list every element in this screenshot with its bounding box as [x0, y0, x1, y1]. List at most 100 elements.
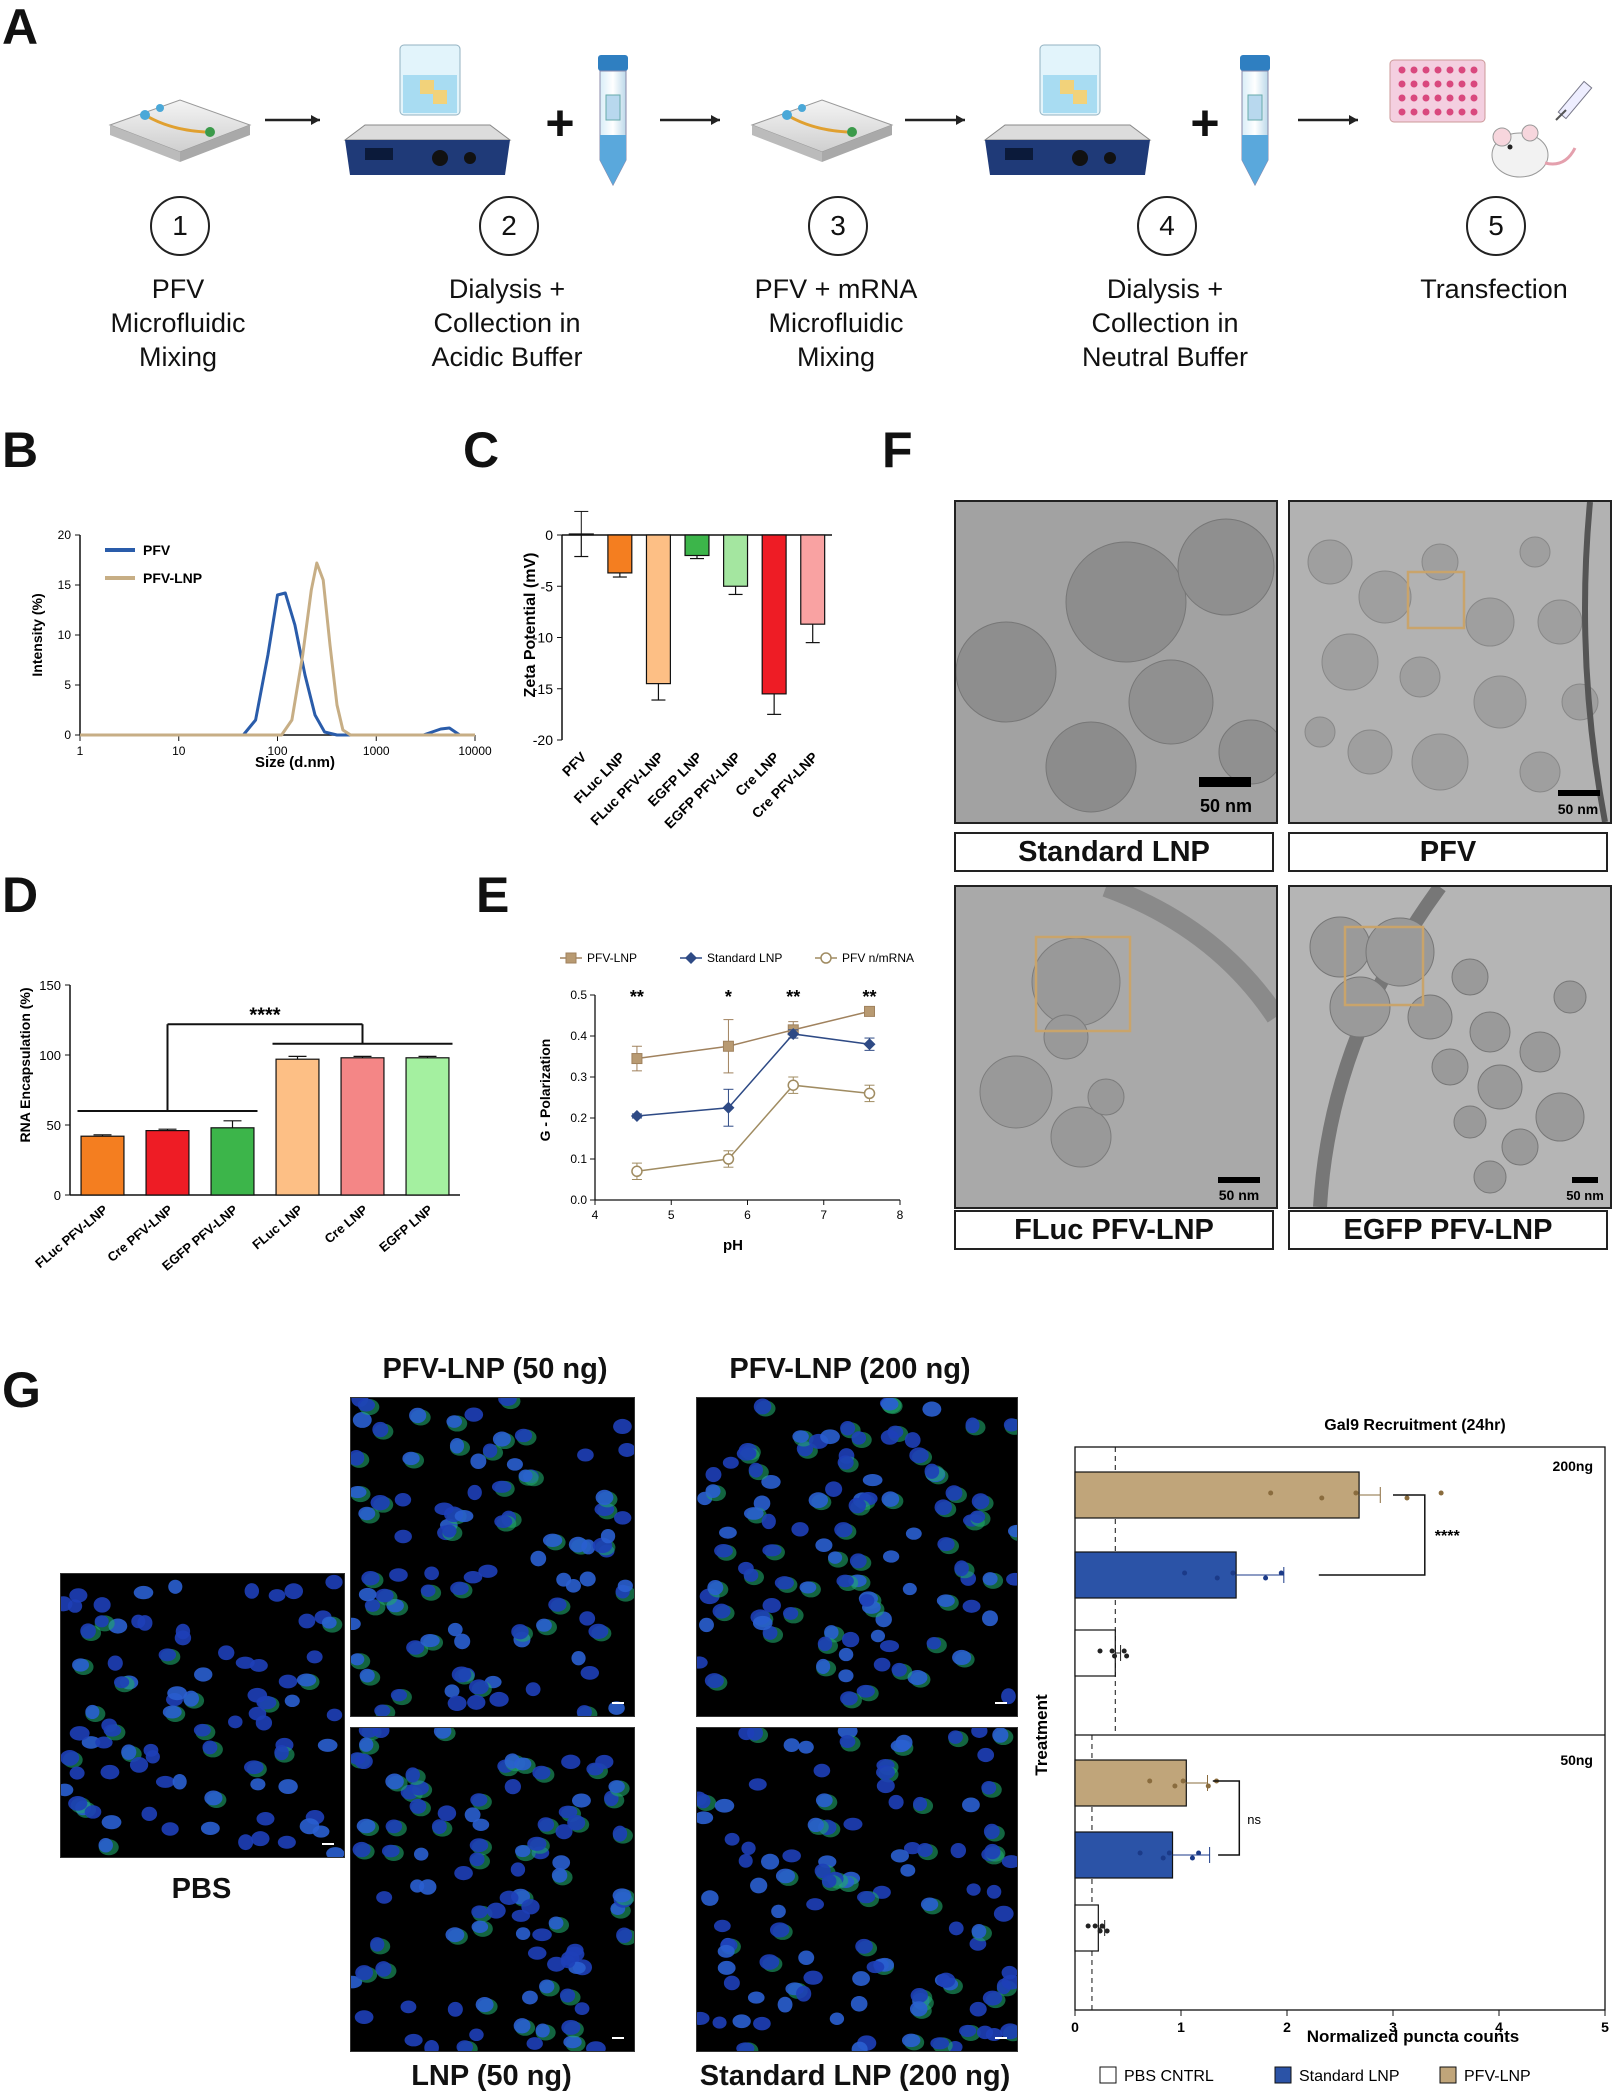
panel-label-b: B [2, 422, 39, 478]
scale-bar-label: 50 nm [1200, 796, 1252, 816]
tem-label-fluc-pfv-lnp: FLuc PFV-LNP [954, 1210, 1274, 1250]
g-group-label: 200ng [1553, 1458, 1593, 1474]
g-x-tick-label: 3 [1389, 2019, 1397, 2035]
micrograph-title-pbs: PBS [171, 1873, 232, 1905]
well-plate-icon [1389, 59, 1486, 123]
g-legend-swatch [1439, 2066, 1457, 2084]
g-data-point [1205, 1783, 1211, 1789]
g-data-point [1353, 1490, 1359, 1496]
g-data-point [1214, 1575, 1220, 1581]
b-series-line-0 [80, 591, 475, 737]
e-legend-label: PFV n/mRNA [842, 951, 914, 965]
g-bar [1074, 1831, 1174, 1879]
g-legend-swatch [1274, 2066, 1292, 2084]
g-chart-title: Gal9 Recruitment (24hr) [1324, 1417, 1505, 1434]
e-point [631, 1165, 643, 1178]
panel-label-e: E [476, 867, 510, 923]
g-sig-label: ns [1247, 1812, 1261, 1827]
syringe-icon [1555, 80, 1593, 121]
g-x-tick-label: 0 [1071, 2019, 1079, 2035]
e-legend-marker [685, 952, 697, 964]
g-data-point [1104, 1928, 1110, 1934]
d-x-tick-label: Cre PFV-LNP [104, 1202, 175, 1265]
e-legend-marker [565, 952, 577, 964]
g-data-point [1109, 1648, 1115, 1654]
d-x-tick-label: EGFP LNP [376, 1202, 436, 1255]
g-legend-label: Standard LNP [1299, 2068, 1400, 2085]
d-x-tick-label: FLuc PFV-LNP [32, 1202, 111, 1271]
c-bar [645, 534, 671, 685]
step-number-2: 2 [479, 196, 539, 256]
step-label-4: Dialysis + Collection in Neutral Buffer [1081, 274, 1249, 372]
g-data-point [1172, 1783, 1178, 1789]
g-bar [1074, 1629, 1116, 1677]
microfluidic-chip-icon [750, 99, 894, 162]
g-data-point [1196, 1850, 1202, 1856]
e-x-tick-label: 7 [820, 1208, 827, 1222]
panel-label-a: A [2, 0, 39, 55]
scale-bar-label: 50 nm [1558, 801, 1598, 817]
g-polarization-chart: 0.0 0.1 0.2 0.3 0.4 0.5 4 5 6 7 8 PFV-LNP Standard L… [537, 951, 914, 1254]
g-frame [1074, 1446, 1606, 2011]
c-bar [761, 534, 787, 695]
d-y-tick-label: 150 [39, 978, 61, 993]
e-legend-label: PFV-LNP [587, 951, 637, 965]
g-x-tick-label: 4 [1495, 2019, 1503, 2035]
tem-label-pfv: PFV [1288, 832, 1608, 872]
g-group-label: 50ng [1560, 1752, 1593, 1768]
step-label-1: PFV Microfluidic Mixing [110, 274, 246, 372]
g-data-point [1112, 1653, 1118, 1659]
g-data-point [1121, 1648, 1127, 1654]
g-data-point [1160, 1855, 1166, 1861]
panel-label-c: C [463, 422, 500, 478]
g-data-point [1263, 1575, 1269, 1581]
e-point [864, 1005, 875, 1017]
g-legend-label: PBS CNTRL [1124, 2068, 1214, 2085]
g-sig-bracket [1212, 1780, 1241, 1856]
step-number-4: 4 [1137, 196, 1197, 256]
g-data-point [1097, 1648, 1103, 1654]
c-bar [684, 534, 710, 557]
e-x-tick-label: 4 [592, 1208, 599, 1222]
micrograph-title-lnp-50: LNP (50 ng) [411, 2060, 572, 2092]
micrograph-lnp-50 [350, 1727, 635, 2052]
plus-sign: + [1190, 95, 1219, 151]
e-point [787, 1079, 799, 1091]
size-distribution-chart: 0 5 10 15 20 1 10 100 1000 10000 Size (d.nm) Inte… [29, 528, 492, 771]
g-data-point [1404, 1495, 1410, 1501]
e-point [722, 1101, 735, 1114]
b-legend-pfv: PFV [143, 542, 171, 558]
g-legend-swatch [1099, 2066, 1117, 2084]
b-y-tick-label: 20 [58, 528, 72, 542]
tem-label-egfp-pfv-lnp: EGFP PFV-LNP [1288, 1210, 1608, 1250]
g-bar [1074, 1759, 1187, 1807]
e-sig-label: * [725, 987, 732, 1007]
e-series-line [636, 1084, 870, 1173]
c-y-tick-label: 0 [545, 527, 553, 543]
g-x-tick-label: 1 [1177, 2019, 1185, 2035]
g-x-tick-label: 2 [1283, 2019, 1291, 2035]
g-sig-label: **** [1435, 1528, 1461, 1545]
d-x-tick-label: FLuc LNP [249, 1202, 305, 1253]
g-data-point [1438, 1490, 1444, 1496]
d-y-tick-label: 100 [39, 1048, 61, 1063]
g-data-point [1182, 1570, 1188, 1576]
g-x-axis-label: Normalized puncta counts [1307, 2027, 1520, 2046]
b-y-tick-label: 10 [58, 628, 72, 642]
b-y-tick-label: 15 [58, 578, 72, 592]
step-number-1: 1 [150, 196, 210, 256]
e-point [863, 1087, 876, 1100]
step-number-3: 3 [808, 196, 868, 256]
step-label-3: PFV + mRNA Microfluidic Mixing [754, 274, 918, 372]
b-series-line-1 [80, 561, 475, 737]
tem-fluc-pfv-lnp: 50 nm [954, 877, 1285, 1209]
b-x-tick-label: 1 [77, 744, 84, 758]
g-data-point [1124, 1653, 1130, 1659]
e-y-tick-label: 0.1 [570, 1152, 587, 1166]
e-point [722, 1040, 734, 1052]
e-point [863, 1038, 876, 1051]
d-sig-label: **** [249, 1004, 280, 1026]
g-legend-label: PFV-LNP [1464, 2068, 1531, 2085]
